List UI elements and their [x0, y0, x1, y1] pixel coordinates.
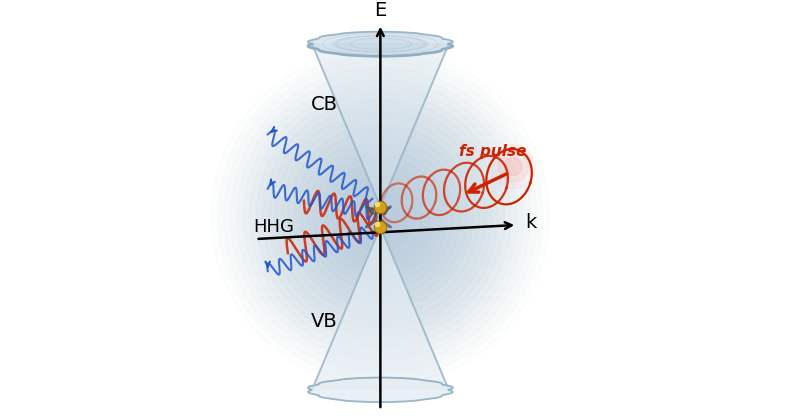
Polygon shape [308, 377, 453, 402]
Text: k: k [525, 214, 536, 232]
Circle shape [294, 131, 467, 303]
Circle shape [498, 151, 528, 182]
Circle shape [364, 201, 396, 233]
Circle shape [250, 86, 511, 348]
Circle shape [326, 163, 434, 271]
Circle shape [275, 112, 485, 322]
Circle shape [352, 188, 409, 246]
Polygon shape [312, 44, 449, 207]
Text: E: E [375, 1, 387, 20]
Circle shape [244, 80, 518, 354]
Text: CB: CB [311, 95, 337, 114]
Text: HHG: HHG [253, 218, 294, 236]
Text: fs pulse: fs pulse [460, 143, 527, 158]
Polygon shape [312, 227, 449, 390]
Text: VB: VB [311, 312, 337, 331]
Circle shape [345, 182, 416, 252]
Circle shape [313, 150, 447, 284]
Circle shape [332, 169, 428, 265]
Polygon shape [312, 44, 449, 207]
Circle shape [237, 74, 523, 360]
Circle shape [491, 145, 536, 189]
Polygon shape [308, 32, 453, 56]
Circle shape [504, 158, 522, 176]
Circle shape [358, 194, 403, 240]
Circle shape [282, 118, 479, 316]
Polygon shape [308, 377, 453, 402]
Circle shape [307, 143, 454, 290]
Circle shape [339, 175, 422, 258]
Polygon shape [332, 36, 428, 53]
Circle shape [262, 99, 498, 335]
Circle shape [256, 92, 505, 341]
Circle shape [269, 105, 492, 329]
Circle shape [301, 137, 460, 297]
Circle shape [320, 156, 441, 278]
Circle shape [288, 125, 473, 309]
Polygon shape [312, 227, 449, 390]
